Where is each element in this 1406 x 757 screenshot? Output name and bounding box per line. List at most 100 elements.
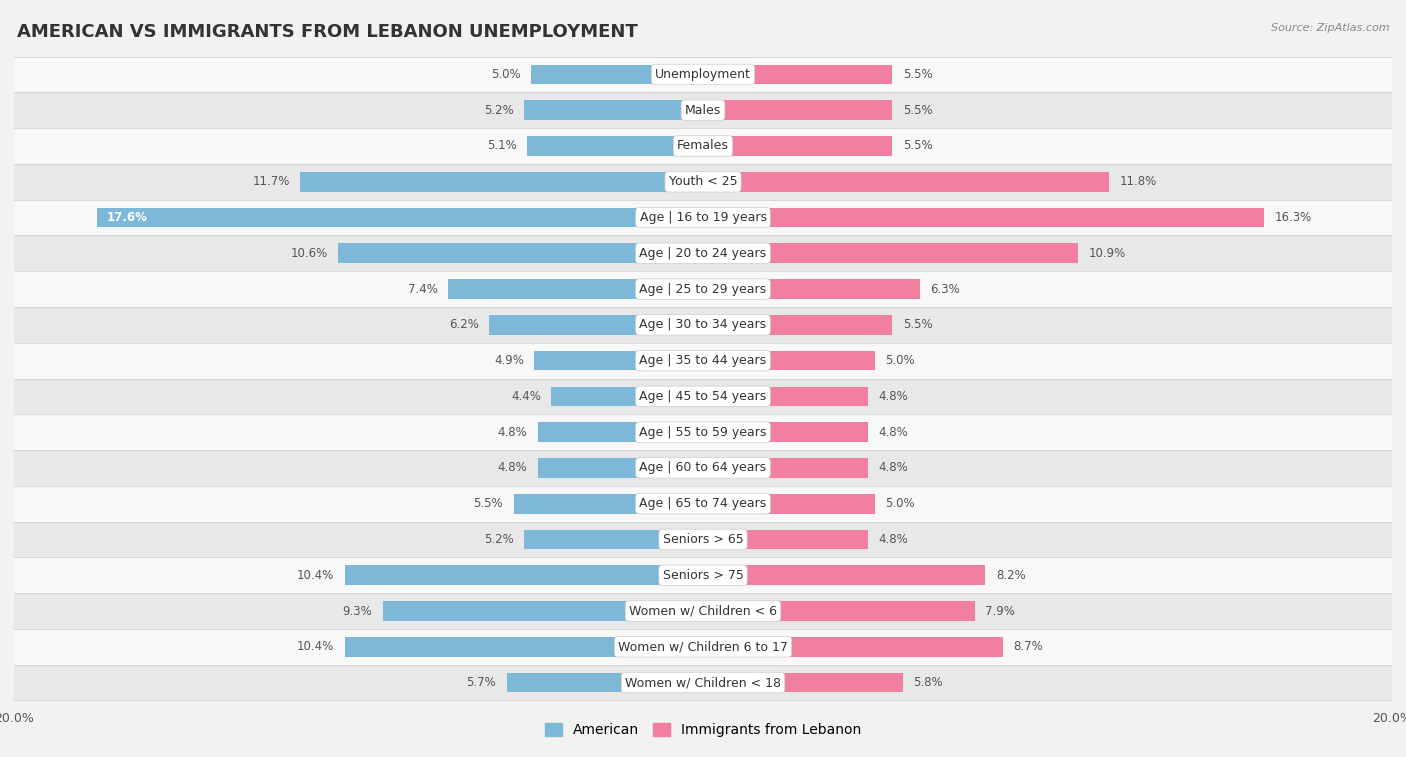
Text: 4.8%: 4.8% [879,390,908,403]
Bar [14,343,1392,378]
Text: 10.4%: 10.4% [297,569,335,581]
Bar [14,128,1392,164]
Bar [531,64,703,84]
Bar [14,235,1392,271]
Text: Age | 45 to 54 years: Age | 45 to 54 years [640,390,766,403]
Text: Unemployment: Unemployment [655,68,751,81]
Text: 5.5%: 5.5% [903,139,932,152]
Bar [537,422,703,442]
Bar [14,200,1392,235]
Bar [703,101,893,120]
Bar [513,494,703,513]
Text: Females: Females [678,139,728,152]
Text: Source: ZipAtlas.com: Source: ZipAtlas.com [1271,23,1389,33]
Text: 7.9%: 7.9% [986,605,1015,618]
Text: Women w/ Children < 6: Women w/ Children < 6 [628,605,778,618]
Text: 5.5%: 5.5% [903,68,932,81]
Bar [703,172,1109,192]
Text: Women w/ Children < 18: Women w/ Children < 18 [626,676,780,689]
Text: 10.9%: 10.9% [1088,247,1126,260]
Bar [14,486,1392,522]
Bar [534,350,703,370]
Bar [14,665,1392,700]
Bar [299,172,703,192]
Text: 5.5%: 5.5% [903,104,932,117]
Bar [506,673,703,693]
Text: Age | 35 to 44 years: Age | 35 to 44 years [640,354,766,367]
Text: 17.6%: 17.6% [107,211,148,224]
Bar [14,557,1392,593]
Text: Seniors > 75: Seniors > 75 [662,569,744,581]
Bar [703,136,893,156]
Bar [337,244,703,263]
Bar [344,565,703,585]
Bar [537,458,703,478]
Text: 5.5%: 5.5% [903,319,932,332]
Bar [703,244,1078,263]
Bar [703,387,869,407]
Bar [14,629,1392,665]
Text: 5.5%: 5.5% [474,497,503,510]
Text: 5.0%: 5.0% [491,68,520,81]
Bar [703,64,893,84]
Text: 4.8%: 4.8% [498,425,527,438]
Text: 5.0%: 5.0% [886,354,915,367]
Text: 4.4%: 4.4% [512,390,541,403]
Text: 5.1%: 5.1% [488,139,517,152]
Text: Youth < 25: Youth < 25 [669,176,737,188]
Bar [14,307,1392,343]
Text: 4.9%: 4.9% [494,354,524,367]
Text: 8.7%: 8.7% [1012,640,1043,653]
Text: Age | 16 to 19 years: Age | 16 to 19 years [640,211,766,224]
Text: Males: Males [685,104,721,117]
Bar [14,57,1392,92]
Text: Age | 20 to 24 years: Age | 20 to 24 years [640,247,766,260]
Text: Age | 30 to 34 years: Age | 30 to 34 years [640,319,766,332]
Bar [703,673,903,693]
Bar [14,271,1392,307]
Text: Age | 65 to 74 years: Age | 65 to 74 years [640,497,766,510]
Text: Age | 25 to 29 years: Age | 25 to 29 years [640,282,766,295]
Bar [703,458,869,478]
Bar [14,593,1392,629]
Bar [703,530,869,550]
Text: 9.3%: 9.3% [343,605,373,618]
Text: 4.8%: 4.8% [879,533,908,546]
Bar [551,387,703,407]
Text: 11.7%: 11.7% [252,176,290,188]
Bar [703,422,869,442]
Text: 8.2%: 8.2% [995,569,1025,581]
Bar [524,530,703,550]
Bar [703,207,1264,227]
Text: 6.2%: 6.2% [450,319,479,332]
Bar [14,414,1392,450]
Bar [97,207,703,227]
Text: 7.4%: 7.4% [408,282,437,295]
Bar [344,637,703,656]
Bar [489,315,703,335]
Text: 4.8%: 4.8% [498,462,527,475]
Bar [527,136,703,156]
Bar [703,601,976,621]
Text: Women w/ Children 6 to 17: Women w/ Children 6 to 17 [619,640,787,653]
Text: 10.4%: 10.4% [297,640,335,653]
Bar [14,450,1392,486]
Bar [703,637,1002,656]
Text: Seniors > 65: Seniors > 65 [662,533,744,546]
Bar [14,378,1392,414]
Bar [703,315,893,335]
Bar [449,279,703,299]
Bar [382,601,703,621]
Bar [703,494,875,513]
Text: 16.3%: 16.3% [1275,211,1312,224]
Text: 6.3%: 6.3% [931,282,960,295]
Text: 5.0%: 5.0% [886,497,915,510]
Text: 4.8%: 4.8% [879,425,908,438]
Bar [14,164,1392,200]
Text: Age | 55 to 59 years: Age | 55 to 59 years [640,425,766,438]
Text: AMERICAN VS IMMIGRANTS FROM LEBANON UNEMPLOYMENT: AMERICAN VS IMMIGRANTS FROM LEBANON UNEM… [17,23,638,41]
Text: 4.8%: 4.8% [879,462,908,475]
Text: 5.2%: 5.2% [484,533,513,546]
Bar [703,279,920,299]
Text: 5.8%: 5.8% [912,676,943,689]
